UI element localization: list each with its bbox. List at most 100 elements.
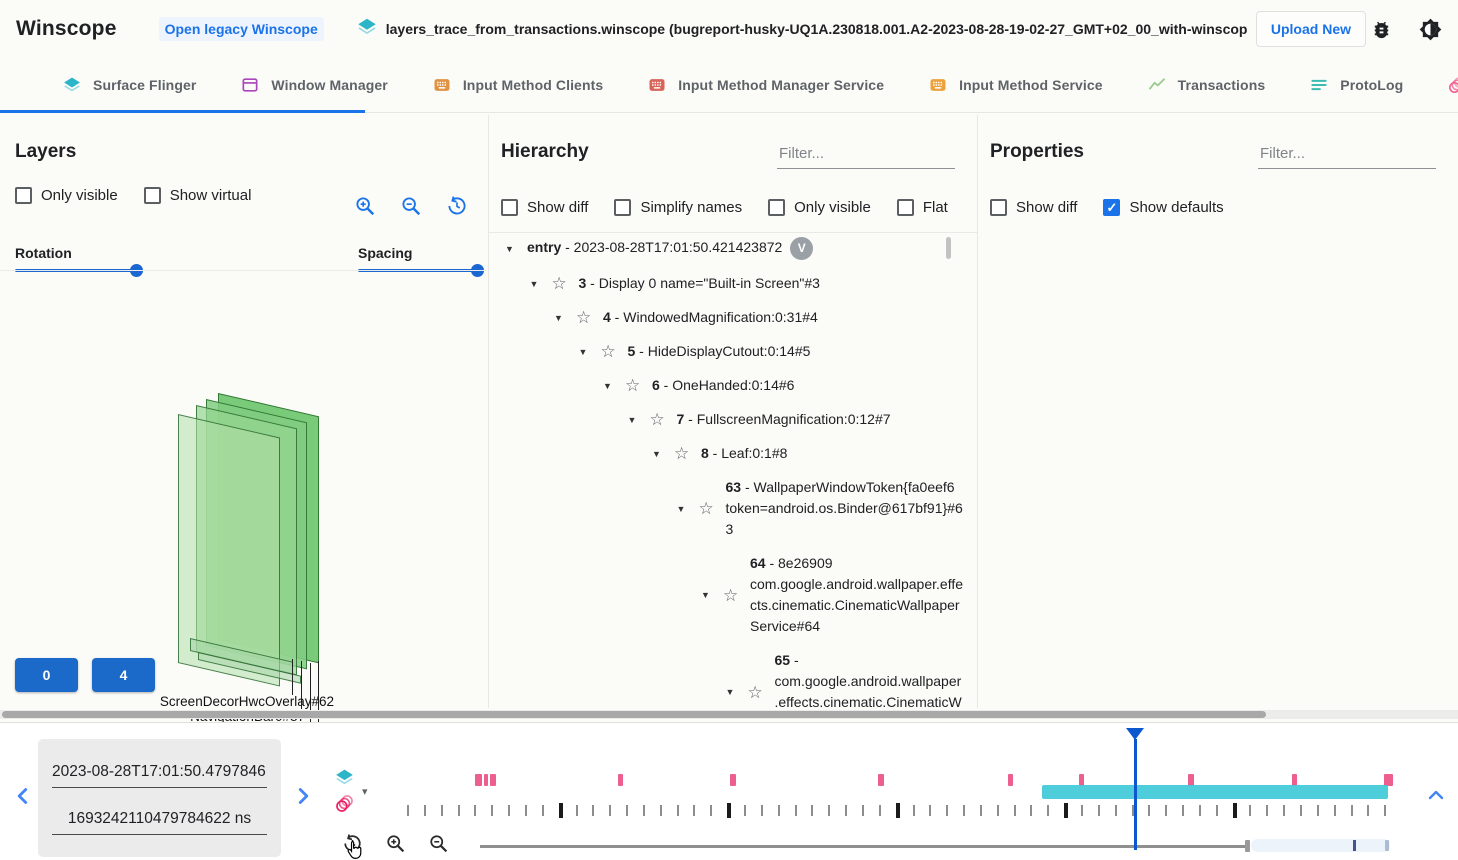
timeline-cursor-head[interactable] (1126, 728, 1144, 740)
chevron-down-icon[interactable]: ▾ (362, 786, 368, 798)
expand-collapse-arrow-icon[interactable]: ▼ (554, 312, 563, 323)
transition-mark[interactable] (618, 774, 623, 786)
expand-collapse-arrow-icon[interactable]: ▼ (505, 243, 514, 254)
tab-tra[interactable]: Tra (1425, 58, 1458, 112)
tree-node-65[interactable]: ▼ ☆ 65 - com.google.android.wallpaper.effe… (489, 650, 963, 710)
collapse-timeline-button[interactable] (1424, 783, 1448, 810)
timestamp-ns-input[interactable] (52, 796, 267, 835)
tab-input-method-manager-service[interactable]: Input Method Manager Service (625, 58, 906, 112)
hierarchy-checkbox-flat[interactable]: Flat (896, 199, 948, 216)
transition-mark[interactable] (475, 774, 482, 786)
expand-collapse-arrow-icon[interactable]: ▼ (652, 448, 661, 459)
next-entry-button[interactable] (290, 783, 316, 812)
zoom-window-handle[interactable] (1385, 840, 1389, 851)
tree-node-63[interactable]: ▼ ☆ 63 - WallpaperWindowToken{fa0eef6 toke… (489, 477, 963, 540)
transition-mark[interactable] (490, 774, 496, 786)
tab-input-method-clients[interactable]: Input Method Clients (410, 58, 625, 112)
star-icon[interactable]: ☆ (698, 499, 714, 518)
timeline-tick-major (896, 803, 900, 818)
zoom-slider-track[interactable] (480, 845, 1247, 848)
tree-node-4[interactable]: ▼ ☆ 4 - WindowedMagnification:0:31#4 (489, 307, 963, 328)
zoom-window-region[interactable] (1251, 839, 1390, 852)
transition-mark[interactable] (1079, 774, 1084, 786)
zoom-slider-handle[interactable] (1245, 840, 1250, 852)
layers-3d-view[interactable]: ScreenDecorHwcOverlay#62 NavigationBar0#… (0, 270, 486, 752)
zoom-in-icon[interactable] (352, 193, 378, 219)
expand-collapse-arrow-icon[interactable]: ▼ (701, 590, 710, 600)
star-icon[interactable]: ☆ (625, 376, 641, 395)
timeline-tick (1081, 805, 1083, 816)
timestamp-box (38, 739, 281, 857)
hierarchy-checkbox-only-visible[interactable]: Only visible (768, 199, 871, 216)
checkbox-unchecked[interactable] (768, 199, 786, 216)
transition-mark[interactable] (484, 774, 488, 786)
star-icon[interactable]: ☆ (747, 682, 763, 702)
tree-node-64[interactable]: ▼ ☆ 64 - 8e26909 com.google.android.wallpa… (489, 553, 963, 637)
expand-collapse-arrow-icon[interactable]: ▼ (725, 687, 735, 697)
expand-collapse-arrow-icon[interactable]: ▼ (529, 278, 539, 289)
expand-collapse-arrow-icon[interactable]: ▼ (676, 503, 686, 514)
star-icon[interactable]: ☆ (600, 342, 616, 361)
tree-node-8[interactable]: ▼ ☆ 8 - Leaf:0:1#8 (489, 443, 963, 464)
transition-icon[interactable] (334, 793, 355, 814)
tree-node-5[interactable]: ▼ ☆ 5 - HideDisplayCutout:0:14#5 (489, 341, 963, 362)
checkbox-unchecked[interactable] (990, 199, 1007, 216)
transition-mark[interactable] (878, 774, 884, 786)
tab-protolog[interactable]: ProtoLog (1287, 58, 1425, 112)
layers-checkbox-only-visible[interactable]: Only visible (15, 187, 118, 204)
hierarchy-filter-input[interactable] (777, 141, 955, 169)
transition-mark[interactable] (1384, 774, 1393, 786)
previous-entry-button[interactable] (10, 783, 36, 812)
display-button-4[interactable]: 4 (92, 658, 155, 692)
transition-mark[interactable] (1292, 774, 1297, 786)
checkbox-unchecked[interactable] (15, 187, 32, 204)
open-legacy-link[interactable]: Open legacy Winscope (158, 17, 324, 41)
sf-trace-selection-bar[interactable] (1042, 785, 1388, 799)
star-icon[interactable]: ☆ (551, 274, 567, 293)
layers-icon[interactable] (334, 767, 355, 788)
hierarchy-scrollbar[interactable] (946, 237, 951, 259)
expand-collapse-arrow-icon[interactable]: ▼ (627, 414, 637, 425)
timeline-zoom-out-icon[interactable] (426, 831, 451, 856)
layers-checkbox-show-virtual[interactable]: Show virtual (143, 187, 251, 204)
timeline-zoom-in-icon[interactable] (383, 831, 408, 856)
properties-filter-input[interactable] (1258, 141, 1436, 169)
tree-node-entry[interactable]: ▼ entry - 2023-08-28T17:01:50.421423872 V (489, 237, 963, 260)
tree-node-6[interactable]: ▼ ☆ 6 - OneHanded:0:14#6 (489, 375, 963, 396)
properties-checkbox-show-diff[interactable]: Show diff (990, 199, 1077, 216)
checkbox-unchecked[interactable] (143, 187, 161, 204)
checkbox-unchecked[interactable] (614, 199, 632, 216)
tab-transactions[interactable]: Transactions (1125, 58, 1288, 112)
tree-node-3[interactable]: ▼ ☆ 3 - Display 0 name="Built-in Screen"#3 (489, 273, 963, 294)
restore-icon[interactable] (444, 193, 470, 219)
checkbox-checked[interactable]: ✓ (1103, 199, 1121, 216)
main-scrollbar-thumb[interactable] (2, 711, 1266, 718)
tab-surface-flinger[interactable]: Surface Flinger (40, 58, 218, 112)
timeline-cursor-line[interactable] (1134, 739, 1137, 850)
transition-mark[interactable] (1188, 774, 1194, 786)
transition-mark[interactable] (1008, 774, 1013, 786)
expand-collapse-arrow-icon[interactable]: ▼ (578, 346, 588, 357)
expand-collapse-arrow-icon[interactable]: ▼ (603, 380, 612, 391)
zoom-out-icon[interactable] (398, 193, 424, 219)
timeline-canvas[interactable] (0, 723, 1458, 860)
display-button-0[interactable]: 0 (15, 658, 78, 692)
dark-mode-toggle-icon[interactable] (1417, 16, 1444, 43)
transition-mark[interactable] (730, 774, 736, 786)
tree-node-7[interactable]: ▼ ☆ 7 - FullscreenMagnification:0:12#7 (489, 409, 963, 430)
timeline-tick (997, 805, 999, 816)
checkbox-unchecked[interactable] (896, 199, 914, 216)
star-icon[interactable]: ☆ (723, 585, 739, 605)
hierarchy-checkbox-simplify-names[interactable]: Simplify names (614, 199, 742, 216)
star-icon[interactable]: ☆ (576, 308, 592, 327)
checkbox-unchecked[interactable] (501, 199, 518, 216)
upload-new-button[interactable]: Upload New (1255, 11, 1366, 47)
star-icon[interactable]: ☆ (649, 410, 665, 429)
timeline-tick (980, 805, 982, 816)
hierarchy-checkbox-show-diff[interactable]: Show diff (501, 199, 588, 216)
tab-window-manager[interactable]: Window Manager (218, 58, 409, 112)
properties-checkbox-show-defaults[interactable]: ✓ Show defaults (1103, 199, 1224, 216)
bug-report-icon[interactable] (1368, 16, 1395, 43)
tab-input-method-service[interactable]: Input Method Service (906, 58, 1125, 112)
star-icon[interactable]: ☆ (674, 444, 690, 463)
